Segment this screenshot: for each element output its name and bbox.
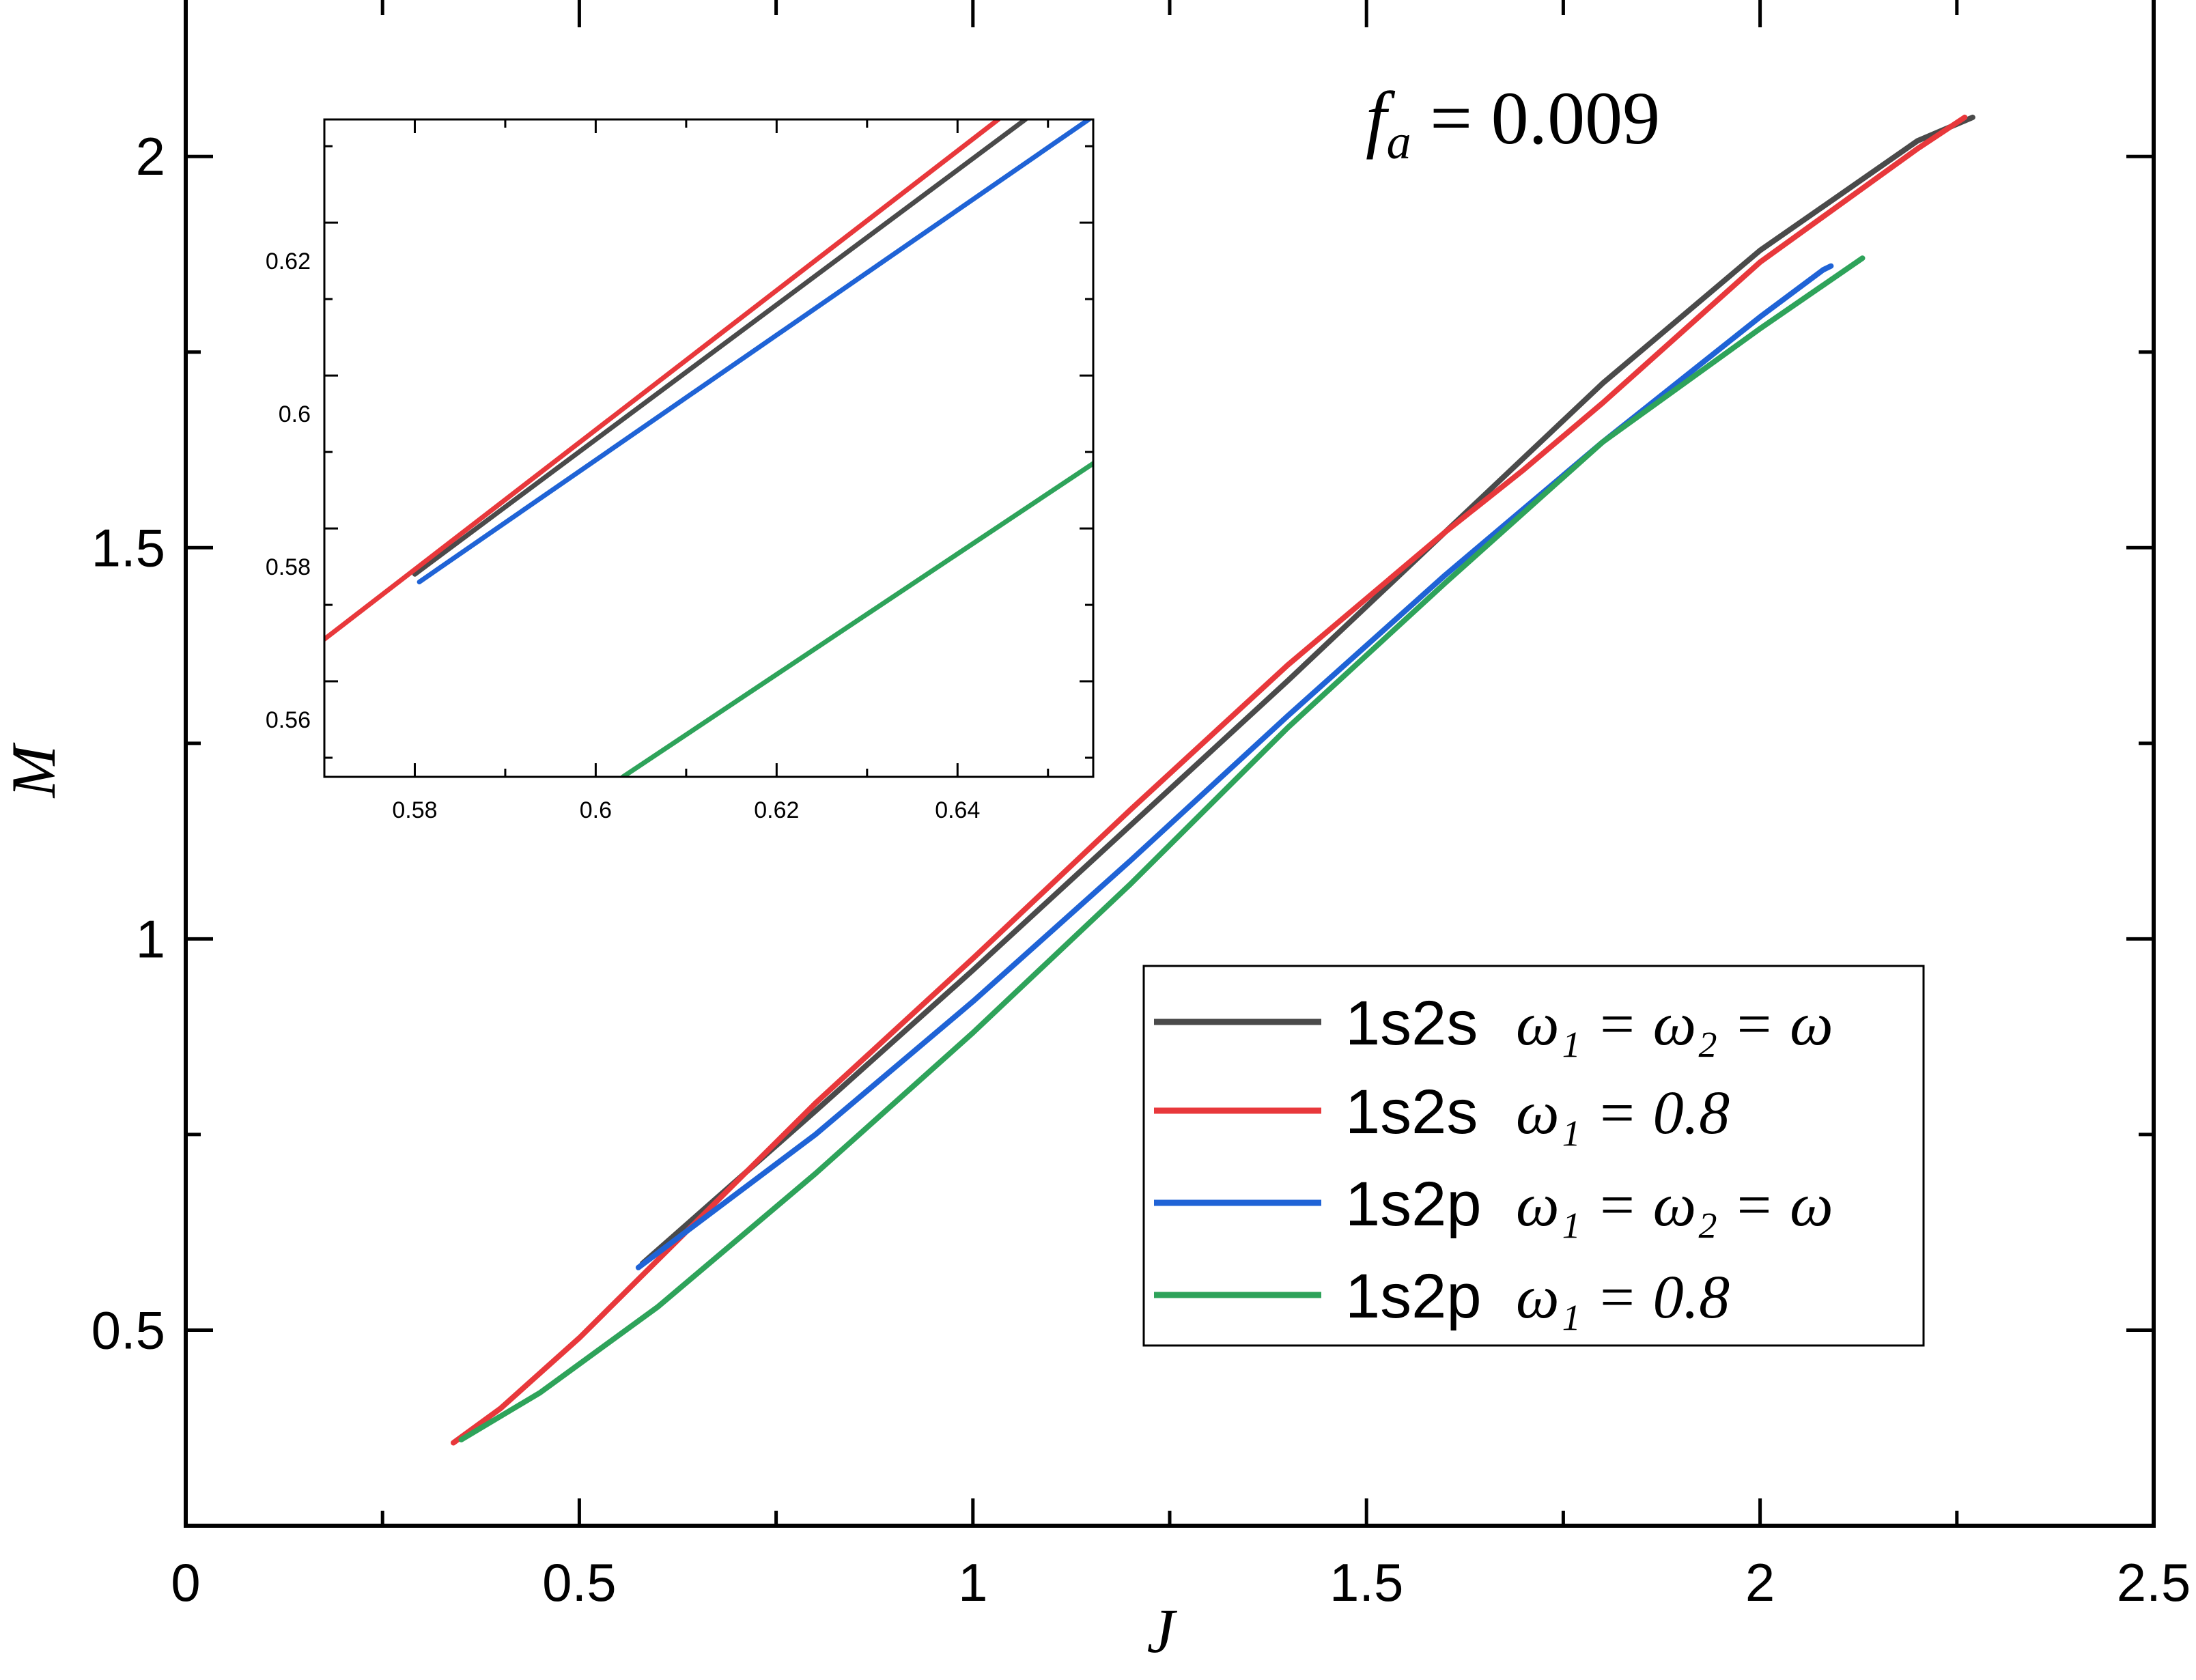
parameter-annotation-sub: a — [1387, 115, 1411, 169]
inset-x-tick-label: 0.64 — [935, 797, 980, 823]
series-1s2p-equal-line — [635, 263, 1834, 1270]
main-x-tick-label: 2 — [1745, 1552, 1775, 1612]
legend-math-1s2p-equal: ω₁ = ω₂ = ω — [1516, 1171, 1833, 1239]
inset-y-tick-label: 0.6 — [279, 401, 311, 427]
legend-math-1s2s-fixed: ω₁ = 0.8 — [1516, 1079, 1730, 1147]
inset-background — [324, 119, 1093, 777]
inset-series-1s2p-equal-line — [417, 119, 1091, 584]
legend-label-1s2s-equal: 1s2s — [1345, 988, 1478, 1058]
x-axis-label: J — [1147, 1596, 1178, 1666]
main-y-tick-labels: 0.5 1 1.5 2 — [92, 126, 165, 1360]
legend-label-1s2p-equal: 1s2p — [1345, 1169, 1482, 1239]
inset-series-1s2p-fixed-line — [620, 461, 1093, 777]
inset-axis-ticks — [323, 119, 1093, 777]
main-y-tick-label: 1.5 — [92, 517, 165, 578]
main-y-tick-label: 1 — [136, 909, 165, 969]
main-y-tick-label: 0.5 — [92, 1300, 165, 1360]
inset-y-tick-labels: 0.56 0.58 0.6 0.62 — [266, 248, 311, 733]
parameter-annotation-rhs: = 0.009 — [1411, 76, 1661, 160]
legend: 1s2s ω₁ = ω₂ = ω 1s2s ω₁ = 0.8 1s2p ω₁ =… — [1142, 965, 1925, 1347]
inset-x-tick-label: 0.62 — [754, 797, 799, 823]
legend-label-1s2p-fixed: 1s2p — [1345, 1262, 1482, 1331]
inset-series-1s2s-fixed-line — [324, 119, 1001, 642]
main-axis-ticks — [184, 0, 2156, 1528]
inset-series-1s2s-equal-line — [412, 119, 1028, 577]
main-x-tick-labels: 0 0.5 1 1.5 2 2.5 — [171, 1552, 2191, 1612]
main-x-tick-label: 0 — [171, 1552, 200, 1612]
series-1s2s-equal-line — [639, 114, 1975, 1266]
inset-x-tick-labels: 0.58 0.6 0.62 0.64 — [392, 797, 980, 823]
legend-label-1s2s-fixed: 1s2s — [1345, 1077, 1478, 1147]
inset-frame — [323, 118, 1095, 778]
legend-box — [1142, 965, 1925, 1347]
legend-math-1s2p-fixed: ω₁ = 0.8 — [1516, 1264, 1730, 1331]
inset-y-tick-label: 0.62 — [266, 248, 311, 274]
y-axis-label: M — [0, 742, 68, 799]
series-1s2p-fixed-line — [458, 255, 1866, 1442]
inset-x-tick-label: 0.58 — [392, 797, 437, 823]
main-x-tick-label: 0.5 — [542, 1552, 616, 1612]
main-series-group — [451, 114, 1975, 1446]
main-x-tick-label: 1 — [958, 1552, 987, 1612]
inset-series-group — [324, 119, 1093, 777]
main-x-tick-label: 2.5 — [2117, 1552, 2191, 1612]
inset-y-tick-label: 0.56 — [266, 707, 311, 733]
inset-plot: 0.58 0.6 0.62 0.64 0.56 0.58 0.6 0.62 — [266, 118, 1095, 823]
main-y-tick-label: 2 — [136, 126, 165, 186]
series-1s2s-fixed-line — [451, 114, 1968, 1446]
inset-y-tick-label: 0.58 — [266, 554, 311, 580]
main-x-tick-label: 1.5 — [1329, 1552, 1403, 1612]
legend-math-1s2s-equal: ω₁ = ω₂ = ω — [1516, 991, 1833, 1058]
inset-x-tick-label: 0.6 — [580, 797, 612, 823]
